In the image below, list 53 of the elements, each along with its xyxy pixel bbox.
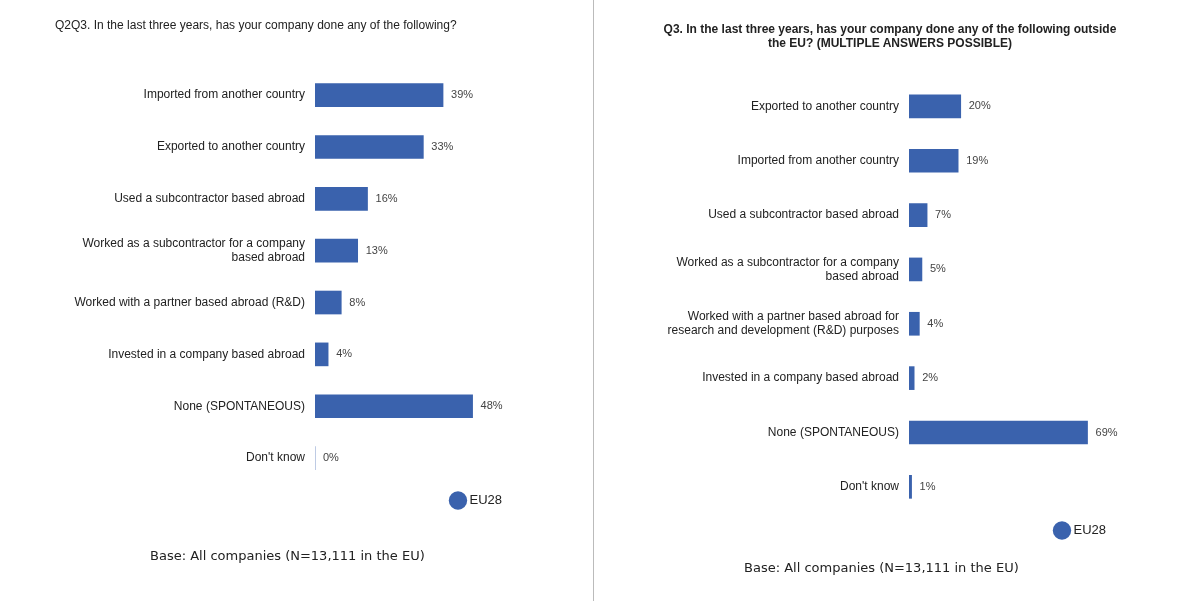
- y-tick-label: Worked as a subcontractor for a company based abroad: [676, 254, 899, 283]
- bar: [909, 148, 959, 173]
- data-label: 13%: [365, 243, 388, 256]
- bar: [315, 290, 342, 315]
- bar: [909, 94, 962, 119]
- bar: [909, 475, 912, 499]
- y-tick-label: Exported to another country: [156, 139, 305, 154]
- bar: [315, 342, 329, 367]
- bar: [315, 135, 424, 159]
- chart-title: Q3. In the last three years, has your company done any of the following outside the EU? (MULTIPLE ANSWERS POSSIBLE): [662, 21, 1118, 52]
- bar: [909, 257, 923, 282]
- data-label: 69%: [1095, 425, 1118, 438]
- data-label: 4%: [336, 347, 353, 360]
- y-tick-label: Invested in a company based abroad: [702, 370, 899, 385]
- y-tick-label: Imported from another country: [737, 153, 899, 168]
- bar: [909, 203, 928, 227]
- data-label: 33%: [431, 140, 454, 153]
- bar: [315, 394, 473, 419]
- bar: [315, 83, 444, 107]
- y-tick-label: Used a subcontractor based abroad: [114, 191, 305, 206]
- y-tick-label: Worked with a partner based abroad for research and development (R&D) purposes: [667, 308, 899, 338]
- data-label: 0%: [323, 451, 340, 464]
- bar: [909, 366, 915, 390]
- legend-label: EU28: [1073, 522, 1107, 538]
- data-label: 39%: [451, 88, 474, 101]
- y-tick-label: Worked as a subcontractor for a company based abroad: [82, 235, 305, 265]
- text: Base: All companies (N=13,111 in the EU): [150, 548, 425, 563]
- text: Base: All companies (N=13,111 in the EU): [744, 560, 1019, 575]
- data-label: 20%: [968, 99, 991, 112]
- y-tick-label: Worked with a partner based abroad (R&D): [74, 294, 305, 309]
- chart-title: Q2Q3. In the last three years, has your company done any of the following?: [54, 17, 458, 34]
- data-label: 7%: [935, 208, 952, 221]
- y-tick-label: Invested in a company based abroad: [108, 346, 305, 361]
- y-tick-label: None (SPONTANEOUS): [767, 424, 899, 439]
- y-tick-label: Don't know: [840, 479, 900, 494]
- bar: [909, 311, 920, 336]
- data-label: 5%: [929, 262, 947, 275]
- bar: [315, 238, 359, 263]
- data-label: 16%: [375, 191, 398, 204]
- y-tick-label: Used a subcontractor based abroad: [708, 207, 899, 222]
- y-tick-label: Exported to another country: [750, 98, 899, 113]
- y-tick-label: Imported from another country: [143, 87, 305, 102]
- bar: [315, 187, 368, 211]
- data-label: 48%: [480, 399, 503, 412]
- y-tick-label: None (SPONTANEOUS): [173, 398, 305, 413]
- data-label: 4%: [927, 316, 944, 329]
- legend-label: EU28: [469, 492, 503, 508]
- y-tick-label: Don't know: [246, 450, 306, 465]
- data-label: 2%: [922, 371, 939, 384]
- data-label: 1%: [919, 479, 936, 492]
- data-label: 19%: [966, 153, 989, 166]
- data-label: 8%: [349, 295, 366, 308]
- bar: [909, 420, 1088, 445]
